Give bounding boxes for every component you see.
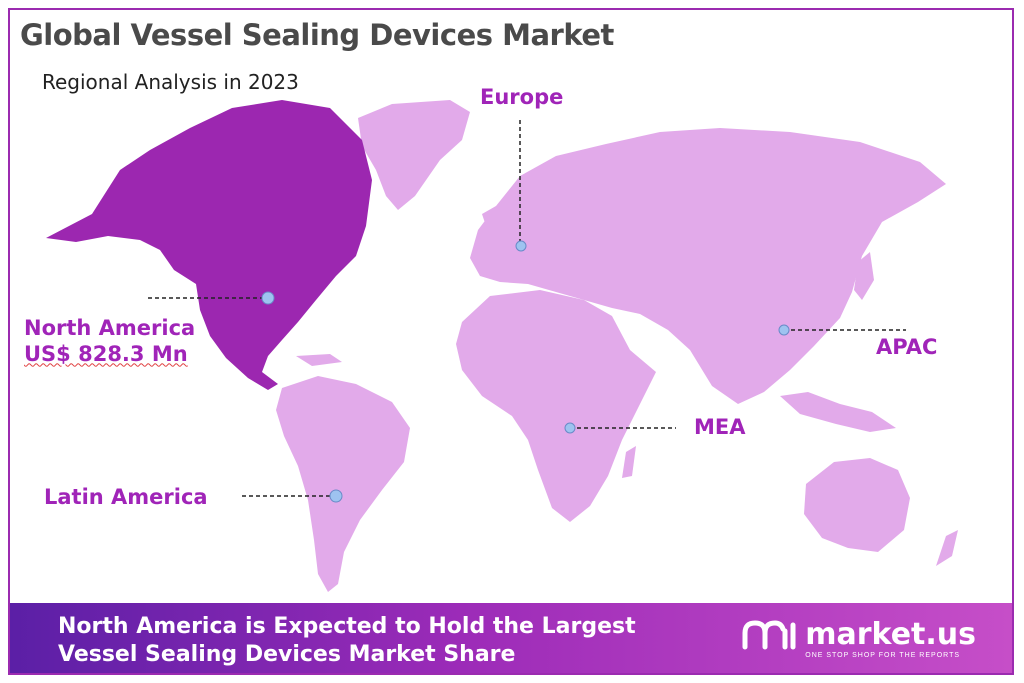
north-america-marker (261, 291, 275, 305)
south-america-shape (276, 376, 410, 592)
north-america-value: US$ 828.3 Mn (24, 342, 188, 367)
europe-label: Europe (480, 85, 564, 109)
europe-marker (515, 240, 527, 252)
eurasia-shape (470, 128, 946, 404)
brand-tagline: ONE STOP SHOP FOR THE REPORTS (805, 652, 961, 659)
apac-label: APAC (876, 335, 938, 359)
brand-name: market.us (805, 617, 976, 652)
greenland-shape (358, 100, 470, 210)
footer-banner: North America is Expected to Hold the La… (10, 603, 1012, 673)
japan-shape (854, 252, 874, 300)
africa-shape (456, 290, 656, 522)
apac-marker (778, 324, 790, 336)
mea-label: MEA (694, 415, 746, 439)
page-subtitle: Regional Analysis in 2023 (42, 70, 299, 94)
north-america-shape (46, 100, 372, 390)
market-us-logo-icon (742, 619, 796, 649)
british-isles-shape (482, 206, 500, 232)
mea-marker (564, 422, 576, 434)
new-zealand-shape (936, 530, 958, 566)
north-america-label: North America US$ 828.3 Mn (24, 315, 195, 368)
footer-statement: North America is Expected to Hold the La… (58, 613, 636, 668)
brand-logo: market.us ONE STOP SHOP FOR THE REPORTS (741, 617, 976, 659)
north-america-name: North America (24, 316, 196, 340)
madagascar-shape (622, 446, 636, 478)
page-title: Global Vessel Sealing Devices Market (20, 18, 614, 52)
footer-line-2: Vessel Sealing Devices Market Share (58, 641, 516, 667)
australia-shape (804, 458, 910, 552)
caribbean-shape (296, 354, 342, 366)
southeast-asia-islands-shape (780, 392, 896, 432)
latin-america-label: Latin America (44, 485, 208, 509)
footer-line-1: North America is Expected to Hold the La… (58, 614, 636, 639)
latin-america-marker (329, 489, 343, 503)
